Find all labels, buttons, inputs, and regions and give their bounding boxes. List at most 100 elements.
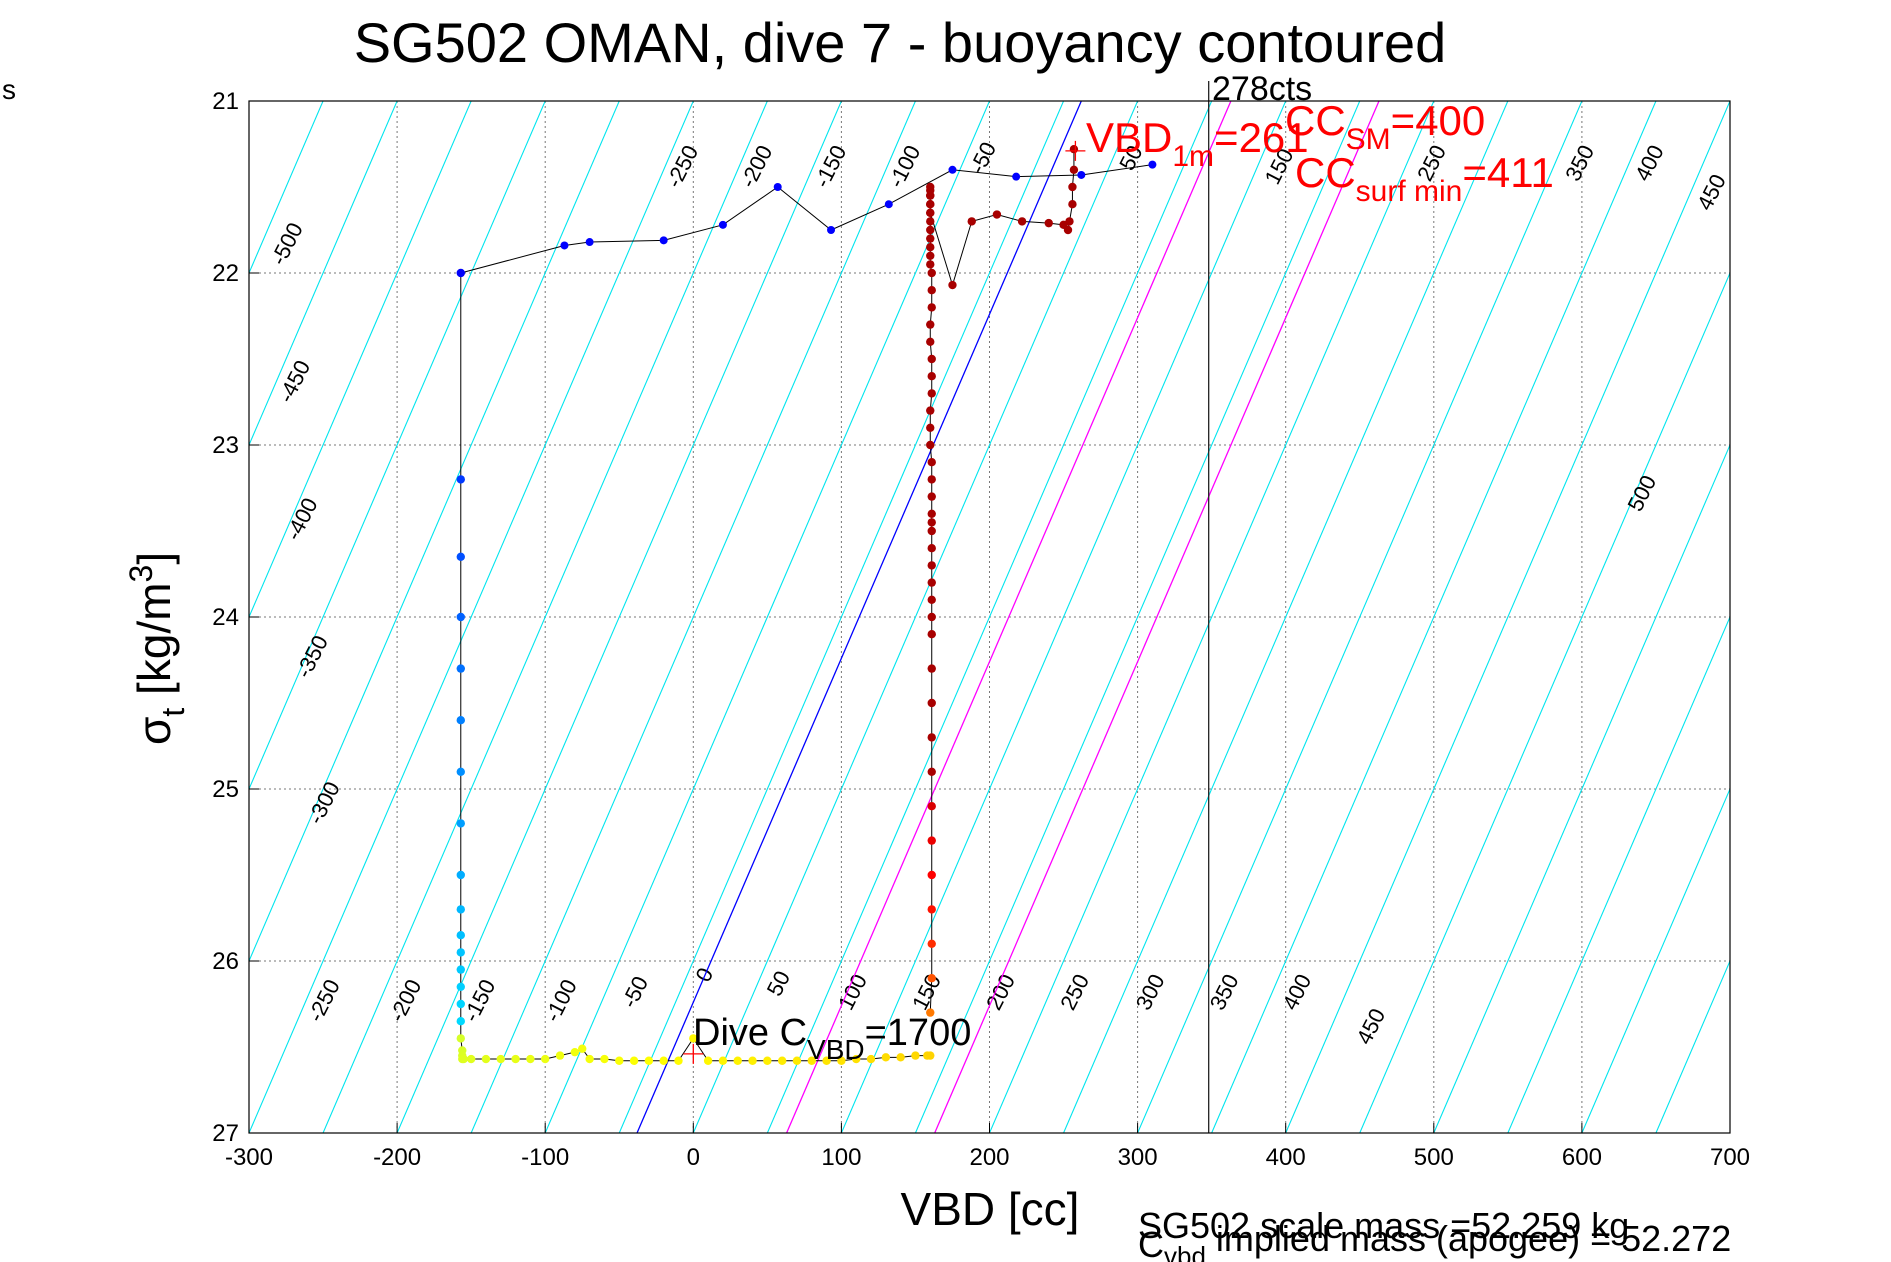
contour-line [249, 101, 546, 791]
x-axis-label: VBD [cc] [901, 1183, 1080, 1235]
descent-point [456, 552, 465, 561]
contour-line [0, 101, 101, 1133]
x-tick-label: -200 [373, 1144, 421, 1171]
descent-point [748, 1056, 757, 1065]
contour-line [1433, 443, 1730, 1133]
contour-label: -100 [883, 141, 925, 192]
y-tick-label: 23 [212, 432, 239, 459]
descent-point [456, 612, 465, 622]
ascent-point [927, 905, 936, 914]
scale-mass-annotation: SG502 scale mass =52.259 kg [1138, 1205, 1629, 1246]
contour-line [0, 101, 27, 1133]
surface-point [560, 241, 569, 250]
descent-point [689, 1034, 698, 1043]
contour-line [1063, 101, 1509, 1133]
surface-point [773, 183, 782, 191]
descent-point [456, 931, 465, 940]
contour-line [1878, 101, 1891, 1133]
x-tick-label: -300 [225, 1144, 273, 1171]
contour-line [1285, 101, 1730, 1133]
surface-point [1012, 172, 1021, 181]
descent-point [659, 1056, 668, 1065]
ascent-point [927, 268, 936, 278]
contour-line [470, 101, 916, 1133]
ascent-point [1068, 182, 1077, 192]
descent-point [777, 1056, 787, 1065]
descent-point [456, 819, 465, 828]
ascent-point [927, 518, 936, 527]
surface-point [718, 220, 727, 229]
dive-paths [460, 149, 1153, 1062]
y-tick-label: 22 [212, 260, 239, 287]
contour-line [396, 101, 842, 1133]
contour-line [1581, 787, 1730, 1133]
y-tick-label: 21 [212, 88, 239, 115]
ascent-point [927, 664, 936, 673]
descent-point [456, 664, 465, 673]
contour-line [249, 101, 694, 1133]
ascent-point [926, 440, 935, 450]
descent-point [456, 1034, 465, 1043]
descent-point [585, 1054, 594, 1064]
magenta-reference-line [786, 101, 1232, 1133]
surface-point [1077, 170, 1086, 179]
y-axis-label: σt [kg/m3] [123, 552, 191, 745]
descent-point [541, 1054, 550, 1064]
ascent-point [927, 561, 936, 570]
surface-point [884, 200, 893, 209]
x-tick-label: 400 [1266, 1144, 1306, 1171]
descent-point [733, 1056, 742, 1065]
axis-ticks: -300 -200 -100 0 100 200 300 400 500 600 700212223… [212, 88, 1750, 1171]
contour-line [322, 101, 768, 1133]
descent-point [526, 1054, 535, 1064]
ascent-point [927, 836, 936, 845]
contour-label: -150 [809, 141, 851, 192]
y-label-sup: 3 [123, 565, 159, 583]
y-tick-label: 26 [212, 948, 239, 975]
contour-label: 200 [981, 970, 1020, 1014]
descent-point [511, 1054, 520, 1064]
ascent-point [926, 200, 935, 209]
cc-surf-val: =411 [1462, 149, 1554, 196]
contour-label: -250 [303, 975, 345, 1026]
contour-label: 450 [1351, 1004, 1390, 1048]
ascent-point [948, 280, 957, 290]
surface-point [948, 165, 957, 174]
contour-label: 300 [1131, 970, 1170, 1014]
contour-label: 250 [1055, 970, 1094, 1014]
descent-path-line [460, 273, 931, 1062]
ascent-point [927, 698, 936, 708]
contour-line [766, 101, 1213, 1133]
descent-point [555, 1051, 565, 1060]
x-tick-label: -100 [521, 1144, 569, 1171]
contour-label: 150 [907, 970, 946, 1014]
ascent-point [927, 630, 936, 639]
descent-point [911, 1051, 920, 1060]
x-tick-label: 500 [1414, 1144, 1454, 1171]
ascent-point [926, 217, 935, 226]
descent-point [674, 1056, 683, 1065]
ascent-point [927, 802, 936, 811]
descent-point [807, 1056, 816, 1065]
x-tick-label: 300 [1118, 1144, 1158, 1171]
dive-c-val: =1700 [865, 1012, 972, 1054]
contour-label: 50 [762, 967, 795, 1000]
ascent-point [926, 191, 935, 200]
ascent-point [927, 286, 936, 295]
contour-label: -250 [661, 141, 703, 192]
contour-line [1507, 615, 1730, 1133]
implied-mass-main: C [1138, 1224, 1164, 1262]
blue-reference-line [636, 101, 1082, 1133]
descent-point [481, 1054, 491, 1064]
ascent-point [1017, 217, 1027, 226]
descent-point [703, 1056, 713, 1065]
descent-point [570, 1047, 580, 1057]
contour-line [1655, 959, 1730, 1133]
ascent-path-line [929, 149, 1075, 1013]
cts-annotation: 278cts [1212, 70, 1312, 108]
x-tick-label: 200 [969, 1144, 1009, 1171]
descent-point [456, 905, 465, 914]
ascent-point [1063, 225, 1073, 235]
descent-point [466, 1054, 476, 1064]
